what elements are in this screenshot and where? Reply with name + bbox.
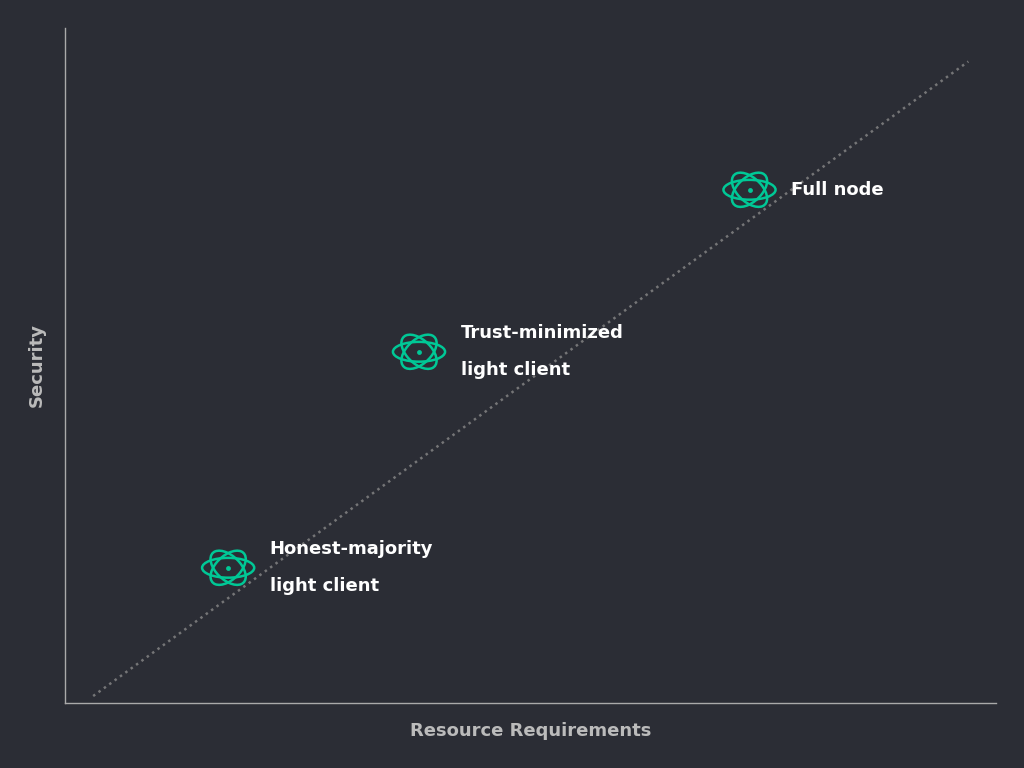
Text: Full node: Full node [792,180,884,199]
Text: Trust-minimized: Trust-minimized [461,324,624,343]
Text: Honest-majority: Honest-majority [270,541,433,558]
Text: light client: light client [461,361,569,379]
Y-axis label: Security: Security [28,323,46,407]
Text: light client: light client [270,578,379,595]
X-axis label: Resource Requirements: Resource Requirements [410,722,651,740]
